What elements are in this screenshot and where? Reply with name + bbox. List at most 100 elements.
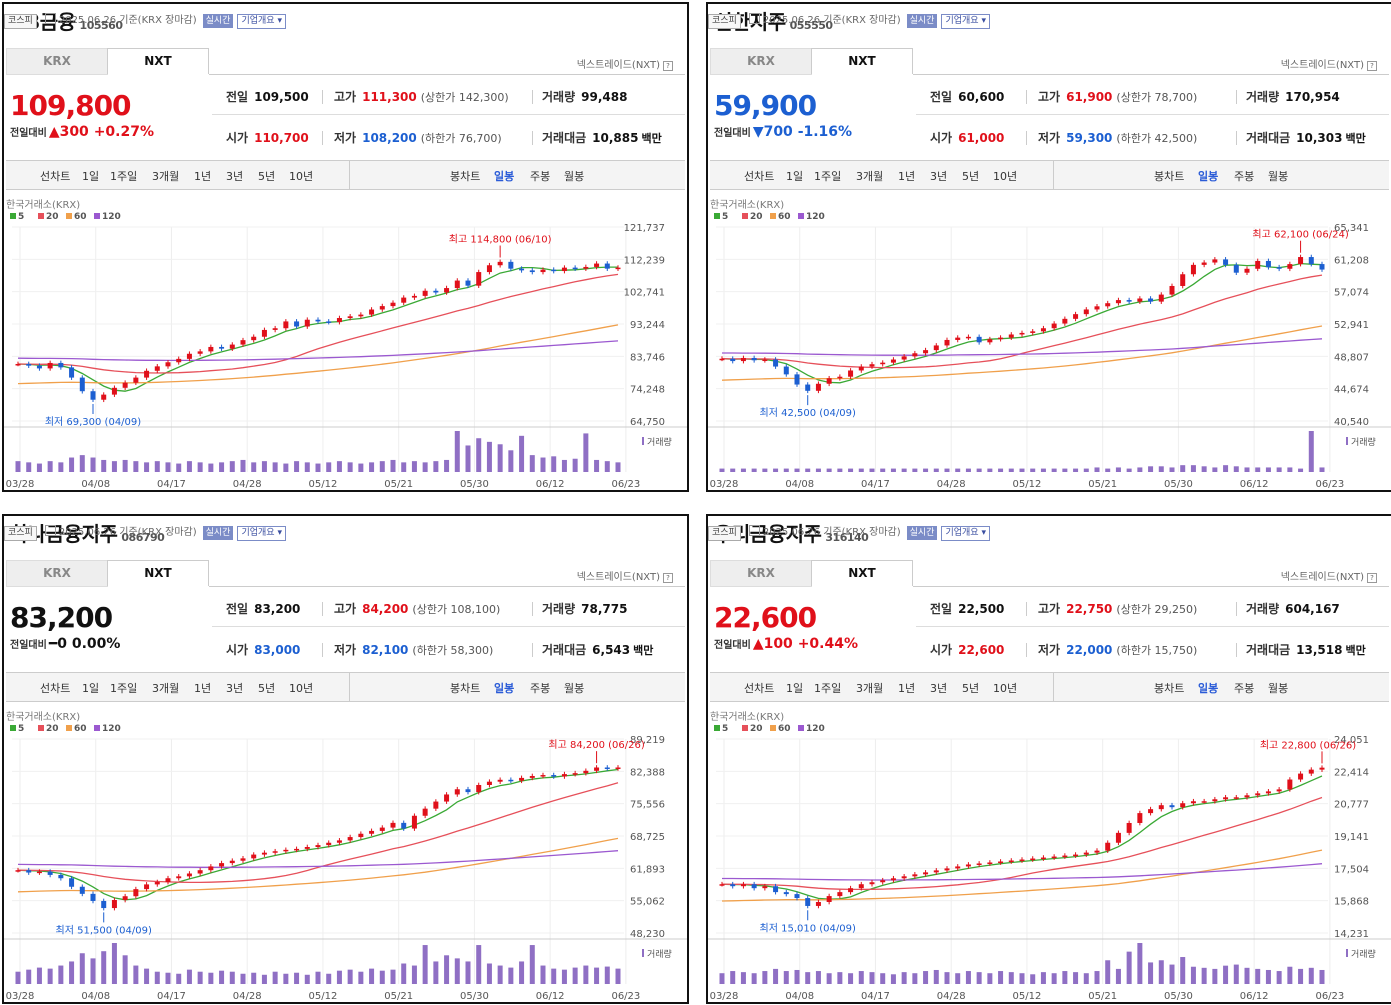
candle-body	[1169, 805, 1175, 808]
daily-button[interactable]: 일봉	[494, 682, 515, 695]
candle-body	[837, 376, 843, 379]
candle-body	[594, 767, 600, 771]
period-1w[interactable]: 1주일	[814, 170, 842, 183]
period-1d[interactable]: 1일	[82, 682, 100, 695]
candle-chart-button[interactable]: 봉차트	[450, 682, 481, 695]
period-3m[interactable]: 3개월	[856, 682, 884, 695]
company-overview-button[interactable]: 기업개요 ▾	[237, 526, 286, 541]
period-1y[interactable]: 1년	[898, 682, 916, 695]
stat-open: 시가 110,700	[226, 131, 309, 145]
monthly-button[interactable]: 월봉	[1268, 682, 1289, 695]
legend-label-ma5: 5	[722, 724, 728, 734]
stock-panel-3: 우리금융지주 316140 코스피 2025.06.26 기준(KRX 장마감) 실시…	[706, 514, 1391, 1004]
period-3m[interactable]: 3개월	[856, 170, 884, 183]
period-5y[interactable]: 5년	[258, 170, 276, 183]
realtime-button[interactable]: 실시간	[906, 14, 938, 28]
period-3m[interactable]: 3개월	[152, 170, 180, 183]
candle-body	[1180, 274, 1186, 286]
period-5y[interactable]: 5년	[962, 170, 980, 183]
stock-info-bar: 코스피 2025.06.26 기준(KRX 장마감) 실시간 기업개요 ▾	[708, 523, 990, 541]
tab-nxt[interactable]: NXT	[107, 560, 209, 586]
nxt-info-link[interactable]: 넥스트레이드(NXT)?	[1281, 568, 1377, 583]
candle-body	[1030, 858, 1036, 861]
realtime-button[interactable]: 실시간	[906, 526, 938, 540]
line-chart-button[interactable]: 선차트	[40, 170, 71, 183]
period-5y[interactable]: 5년	[962, 682, 980, 695]
period-1y[interactable]: 1년	[194, 170, 212, 183]
tab-nxt[interactable]: NXT	[811, 560, 913, 586]
monthly-button[interactable]: 월봉	[1268, 170, 1289, 183]
period-1d[interactable]: 1일	[82, 170, 100, 183]
help-icon[interactable]: ?	[663, 61, 673, 71]
volume-bar	[326, 462, 332, 472]
daily-button[interactable]: 일봉	[1198, 170, 1219, 183]
period-10y[interactable]: 10년	[993, 170, 1018, 183]
company-overview-button[interactable]: 기업개요 ▾	[237, 14, 286, 29]
period-3y[interactable]: 3년	[930, 170, 948, 183]
period-1d[interactable]: 1일	[786, 682, 804, 695]
nxt-info-link[interactable]: 넥스트레이드(NXT)?	[1281, 56, 1377, 71]
company-overview-button[interactable]: 기업개요 ▾	[941, 526, 990, 541]
help-icon[interactable]: ?	[1367, 61, 1377, 71]
volume-bar	[1308, 967, 1314, 984]
weekly-button[interactable]: 주봉	[1234, 170, 1255, 183]
monthly-button[interactable]: 월봉	[564, 682, 585, 695]
help-icon[interactable]: ?	[1367, 573, 1377, 583]
tab-krx[interactable]: KRX	[710, 560, 812, 587]
nxt-info-link[interactable]: 넥스트레이드(NXT)?	[577, 568, 673, 583]
candle-body	[572, 267, 578, 270]
candle-body	[944, 868, 950, 871]
candle-body	[272, 328, 278, 330]
candle-chart-button[interactable]: 봉차트	[1154, 682, 1185, 695]
period-3m[interactable]: 3개월	[152, 682, 180, 695]
weekly-button[interactable]: 주봉	[530, 682, 551, 695]
period-3y[interactable]: 3년	[226, 170, 244, 183]
tab-krx[interactable]: KRX	[6, 560, 108, 587]
period-10y[interactable]: 10년	[289, 682, 314, 695]
period-1w[interactable]: 1주일	[110, 170, 138, 183]
period-1y[interactable]: 1년	[898, 170, 916, 183]
line-chart-button[interactable]: 선차트	[40, 682, 71, 695]
price-chart: 한국거래소(KRX)5 20 60 120 03/28 04/08 04/17 04/28 05…	[708, 711, 1391, 1002]
volume-bar	[90, 958, 96, 984]
period-1d[interactable]: 1일	[786, 170, 804, 183]
nxt-info-link[interactable]: 넥스트레이드(NXT)?	[577, 56, 673, 71]
tab-krx[interactable]: KRX	[6, 48, 108, 75]
weekly-button[interactable]: 주봉	[1234, 682, 1255, 695]
weekly-button[interactable]: 주봉	[530, 170, 551, 183]
daily-button[interactable]: 일봉	[1198, 682, 1219, 695]
tab-nxt[interactable]: NXT	[107, 48, 209, 74]
monthly-button[interactable]: 월봉	[564, 170, 585, 183]
realtime-button[interactable]: 실시간	[202, 526, 234, 540]
line-chart-button[interactable]: 선차트	[744, 170, 775, 183]
volume-bar	[540, 965, 546, 984]
legend-swatch-ma5	[10, 725, 16, 731]
realtime-button[interactable]: 실시간	[202, 14, 234, 28]
volume-bar	[133, 461, 139, 472]
period-5y[interactable]: 5년	[258, 682, 276, 695]
y-tick-label: 82,388	[630, 767, 665, 778]
candle-chart-button[interactable]: 봉차트	[1154, 170, 1185, 183]
candle-chart-button[interactable]: 봉차트	[450, 170, 481, 183]
candle-body	[519, 777, 525, 781]
company-overview-button[interactable]: 기업개요 ▾	[941, 14, 990, 29]
ma120-line	[722, 338, 1323, 356]
change-percent: +0.27%	[93, 124, 154, 140]
period-3y[interactable]: 3년	[226, 682, 244, 695]
candle-body	[1019, 859, 1025, 862]
tab-nxt[interactable]: NXT	[811, 48, 913, 74]
period-1y[interactable]: 1년	[194, 682, 212, 695]
period-3y[interactable]: 3년	[930, 682, 948, 695]
stock-info-bar: 코스피 2025.06.26 기준(KRX 장마감) 실시간 기업개요 ▾	[4, 523, 286, 541]
volume-bar	[976, 972, 982, 984]
daily-button[interactable]: 일봉	[494, 170, 515, 183]
help-icon[interactable]: ?	[663, 573, 673, 583]
period-10y[interactable]: 10년	[289, 170, 314, 183]
line-chart-button[interactable]: 선차트	[744, 682, 775, 695]
volume-bar	[422, 945, 428, 984]
period-10y[interactable]: 10년	[993, 682, 1018, 695]
period-1w[interactable]: 1주일	[110, 682, 138, 695]
tab-krx[interactable]: KRX	[710, 48, 812, 75]
period-1w[interactable]: 1주일	[814, 682, 842, 695]
candle-body	[1233, 797, 1239, 799]
